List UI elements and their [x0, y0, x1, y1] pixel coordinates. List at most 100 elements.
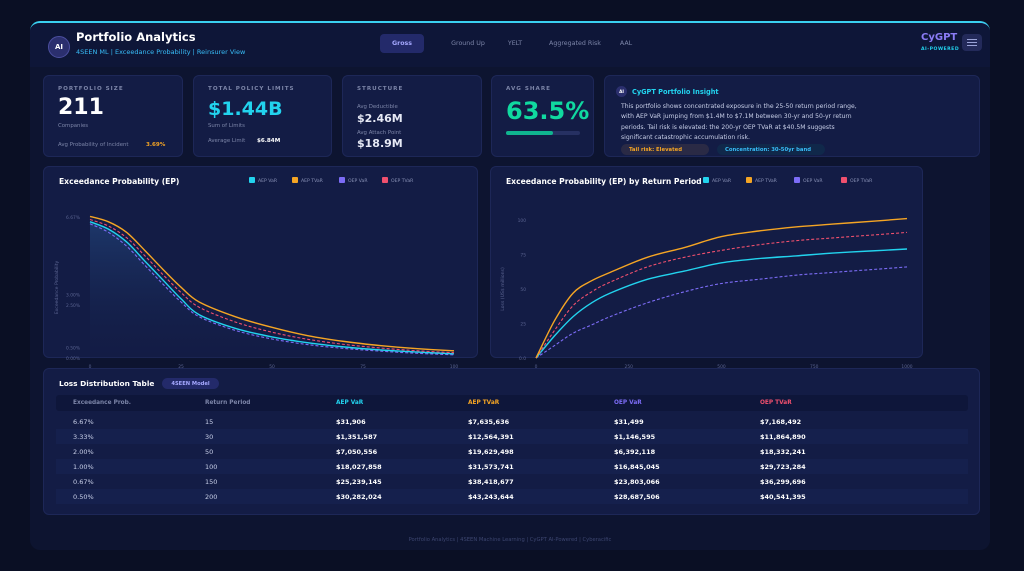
table-cell: $31,906 [336, 418, 366, 426]
table-cell: $40,541,395 [760, 493, 806, 501]
kpi-note-label: Average Limit [208, 138, 246, 144]
col-aep-tvar: AEP TVaR [468, 400, 500, 406]
kpi-note-value: $6.84M [257, 138, 281, 144]
kpi-label: STRUCTURE [357, 86, 404, 92]
legend-label: OEP TVaR [850, 179, 873, 184]
attach-point-label: Avg Attach Point [357, 130, 402, 136]
insight-panel: AI CyGPT Portfolio Insight This portfoli… [604, 75, 980, 157]
table-cell: $43,243,644 [468, 493, 514, 501]
kpi-total-policy-limits: TOTAL POLICY LIMITS $1.44B Sum of Limits… [193, 75, 332, 157]
table-row: 0.50% 200 $30,282,024 $43,243,644 $28,687,50… [56, 489, 968, 504]
table-cell: $7,168,492 [760, 418, 802, 426]
legend-label: AEP VaR [712, 179, 732, 184]
y-tick-label: 2.50% [66, 303, 80, 309]
x-tick-label: 250 [625, 364, 634, 370]
table-cell: 150 [205, 478, 218, 486]
deductible-value: $2.46M [357, 112, 403, 125]
kpi-unit: Sum of Limits [208, 123, 245, 129]
table-title: Loss Distribution Table [59, 379, 155, 388]
y-tick-label: 0.50% [66, 345, 80, 351]
series-line-aep-tvar [535, 217, 908, 359]
table-cell: $11,864,890 [760, 433, 806, 441]
ep-return-period-chart-panel: Exceedance Probability (EP) by Return Pe… [490, 166, 923, 378]
series-line-aep-tvar [89, 215, 455, 352]
legend-label: AEP TVaR [301, 179, 323, 184]
table-header: Exceedance Prob. Return Period AEP VaR A… [56, 395, 968, 411]
series-line-oep-tvar [89, 218, 455, 354]
col-oep-tvar: OEP TVaR [760, 400, 792, 406]
table-cell: $1,146,595 [614, 433, 656, 441]
table-cell: $12,564,391 [468, 433, 514, 441]
x-tick-label: 100 [450, 364, 459, 370]
x-tick-label: 0 [535, 364, 538, 370]
y-tick-label: 100 [518, 218, 527, 224]
menu-icon-line [967, 45, 977, 47]
y-axis-label: Exceedance Probability [54, 260, 60, 314]
table-cell: $7,635,636 [468, 418, 510, 426]
tab-aal[interactable]: AAL [619, 40, 633, 47]
x-tick-label: 750 [810, 364, 819, 370]
kpi-unit: Companies [58, 123, 89, 129]
x-tick-label: 75 [360, 364, 366, 370]
menu-button[interactable] [962, 34, 982, 51]
x-tick-label: 0 [89, 364, 92, 370]
legend-label: AEP VaR [258, 179, 278, 184]
kpi-structure: STRUCTURE Avg Deductible $2.46M Avg Atta… [342, 75, 482, 157]
legend-aep-tvar: AEP TVaR [746, 177, 777, 184]
tab-yelt[interactable]: YELT [507, 40, 523, 47]
table-cell: $25,239,145 [336, 478, 382, 486]
table-cell: 6.67% [73, 418, 94, 426]
table-cell: $31,499 [614, 418, 644, 426]
ep-chart-svg: 0.00%0.50%2.50%3.00%6.67%0255075100Loss … [54, 215, 458, 378]
table-cell: $30,282,024 [336, 493, 382, 501]
kpi-label: TOTAL POLICY LIMITS [208, 86, 295, 92]
legend-oep-tvar: OEP TVaR [841, 177, 872, 184]
table-cell: 0.50% [73, 493, 94, 501]
y-tick-label: 0.00% [66, 356, 80, 362]
tab-gross[interactable]: Gross [380, 34, 424, 53]
series-line-aep-var [535, 248, 908, 359]
kpi-label: PORTFOLIO SIZE [58, 86, 124, 92]
tail-risk-badge: Tail risk: Elevated [621, 144, 709, 155]
x-tick-label: 500 [717, 364, 726, 370]
table-cell: 1.00% [73, 463, 94, 471]
table-cell: $29,723,284 [760, 463, 806, 471]
table-cell: $36,299,696 [760, 478, 806, 486]
deductible-label: Avg Deductible [357, 104, 398, 110]
series-line-oep-tvar [535, 231, 908, 359]
insight-title: CyGPT Portfolio Insight [632, 88, 719, 96]
table-cell: 200 [205, 493, 218, 501]
insight-text: This portfolio shows concentrated exposu… [621, 103, 857, 142]
table-cell: $23,803,066 [614, 478, 660, 486]
brand-name: CyGPT [921, 32, 958, 43]
attach-point-value: $18.9M [357, 137, 403, 150]
concentration-badge: Concentration: 30-50yr band [717, 144, 825, 155]
col-aep-var: AEP VaR [336, 400, 364, 406]
menu-icon [967, 39, 977, 41]
ep-chart-panel: Exceedance Probability (EP) AEP VaR AEP … [43, 166, 478, 378]
menu-icon-line [967, 42, 977, 44]
col-return-period: Return Period [205, 400, 251, 406]
share-progress-track [506, 131, 580, 135]
col-oep-var: OEP VaR [614, 400, 642, 406]
table-cell: 15 [205, 418, 214, 426]
tab-aggregated-risk[interactable]: Aggregated Risk [549, 40, 601, 47]
legend-label: OEP TVaR [391, 179, 414, 184]
table-cell: $18,027,858 [336, 463, 382, 471]
ai-badge-icon: AI [616, 86, 627, 97]
y-tick-label: 50 [520, 287, 526, 293]
header: AI Portfolio Analytics 4SEEN ML | Exceed… [30, 23, 990, 67]
chart-title: Exceedance Probability (EP) by Return Pe… [506, 177, 702, 186]
dashboard-window: AI Portfolio Analytics 4SEEN ML | Exceed… [30, 21, 990, 550]
page-title: Portfolio Analytics [76, 30, 196, 44]
kpi-value: 63.5% [506, 97, 590, 125]
page-subtitle: 4SEEN ML | Exceedance Probability | Rein… [76, 48, 246, 56]
y-tick-label: 6.67% [66, 215, 80, 221]
table-row: 6.67% 15 $31,906 $7,635,636 $31,499 $7,168,49… [56, 414, 968, 429]
legend-label: OEP VaR [348, 179, 368, 184]
tab-ground-up[interactable]: Ground Up [451, 40, 485, 47]
kpi-value: $1.44B [208, 98, 283, 120]
table-cell: 100 [205, 463, 218, 471]
table-cell: 3.33% [73, 433, 94, 441]
x-tick-label: 1000 [901, 364, 912, 370]
